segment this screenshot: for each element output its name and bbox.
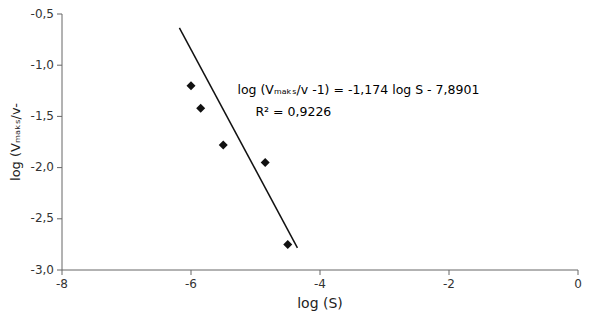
point xyxy=(261,158,270,167)
y-tick xyxy=(57,14,62,15)
x-tick-label: -8 xyxy=(56,277,68,291)
x-tick-label: -6 xyxy=(185,277,197,291)
y-tick-label: -1,0 xyxy=(31,58,54,72)
point xyxy=(219,141,228,150)
point xyxy=(283,240,292,249)
x-tick xyxy=(320,270,321,275)
plot-area xyxy=(179,28,297,249)
x-tick-label: -4 xyxy=(314,277,326,291)
y-tick-label: -0,5 xyxy=(31,7,54,21)
x-tick xyxy=(578,270,579,275)
annotation: R² = 0,9226 xyxy=(255,104,331,119)
trend-line xyxy=(179,28,297,248)
chart: -3,0 -2,5 -2,0 -1,5 -1,0 -0,5 -8 -6 -4 -2 0 log (S)… xyxy=(0,0,594,316)
x-tick xyxy=(449,270,450,275)
x-axis-label: log (S) xyxy=(297,295,343,311)
y-tick-label: -2,5 xyxy=(31,211,54,225)
y-tick xyxy=(57,270,62,271)
x-axis-line xyxy=(62,270,578,271)
y-tick-label: -3,0 xyxy=(31,263,54,277)
y-tick xyxy=(57,65,62,66)
x-tick-label: 0 xyxy=(574,277,582,291)
point xyxy=(187,81,196,90)
y-tick xyxy=(57,218,62,219)
x-tick xyxy=(62,270,63,275)
y-tick-label: -2,0 xyxy=(31,160,54,174)
point xyxy=(196,104,205,113)
annotation: log (Vₘₐₖₛ/v -1) = -1,174 log S - 7,8901 xyxy=(237,82,479,97)
x-tick xyxy=(191,270,192,275)
y-tick xyxy=(57,167,62,168)
y-axis-label: log (Vₘₐₖₛ/v- xyxy=(8,103,23,181)
x-tick-label: -2 xyxy=(443,277,455,291)
y-tick-label: -1,5 xyxy=(31,109,54,123)
y-tick xyxy=(57,116,62,117)
y-axis-line xyxy=(62,14,63,270)
